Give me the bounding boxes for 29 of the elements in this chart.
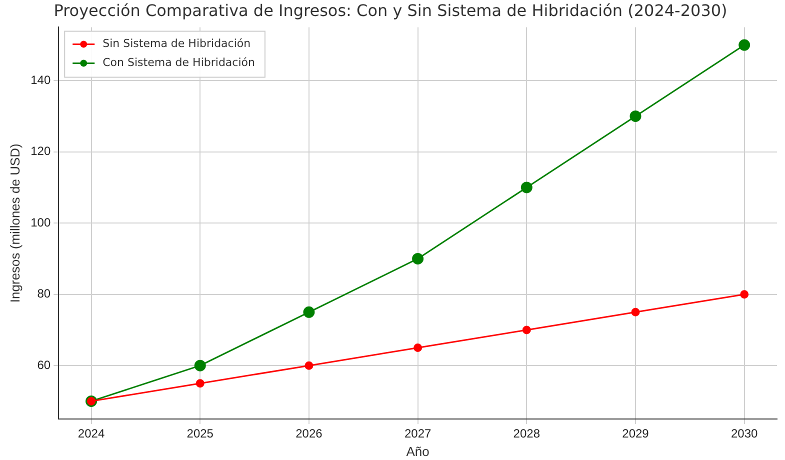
- point: [414, 344, 422, 352]
- x-tick-label: 2024: [78, 426, 105, 441]
- y-tick-label: 140: [30, 72, 51, 87]
- y-tick-label: 80: [37, 286, 51, 301]
- point: [630, 110, 642, 122]
- point: [196, 379, 204, 388]
- x-tick-label: 2028: [513, 426, 540, 441]
- chart-title: Proyección Comparativa de Ingresos: Con y Sin Sistema de Hibridación (2024-2030): [54, 0, 728, 20]
- point: [520, 182, 532, 194]
- point: [304, 361, 314, 370]
- point: [194, 360, 206, 372]
- point: [738, 39, 750, 51]
- x-axis-title: Año: [406, 444, 430, 459]
- y-tick-label: 120: [30, 144, 51, 158]
- point: [740, 290, 749, 299]
- x-tick-label: 2026: [296, 426, 323, 441]
- y-tick-label: 100: [30, 215, 51, 230]
- x-tick-label: 2025: [186, 426, 214, 441]
- x-tick-label: 2030: [730, 426, 758, 441]
- x-tick-label: 2029: [622, 426, 650, 441]
- point: [412, 252, 424, 264]
- y-tick-label: 60: [37, 358, 51, 372]
- point: [303, 306, 315, 318]
- point: [631, 308, 640, 316]
- legend-label: Sin Sistema de Hibridación: [102, 37, 251, 50]
- point: [522, 326, 531, 334]
- legend-label: Con Sistema de Hibridación: [102, 56, 255, 70]
- y-axis-title: Ingresos (millones de USD): [7, 144, 22, 303]
- x-tick-label: 2027: [404, 426, 432, 441]
